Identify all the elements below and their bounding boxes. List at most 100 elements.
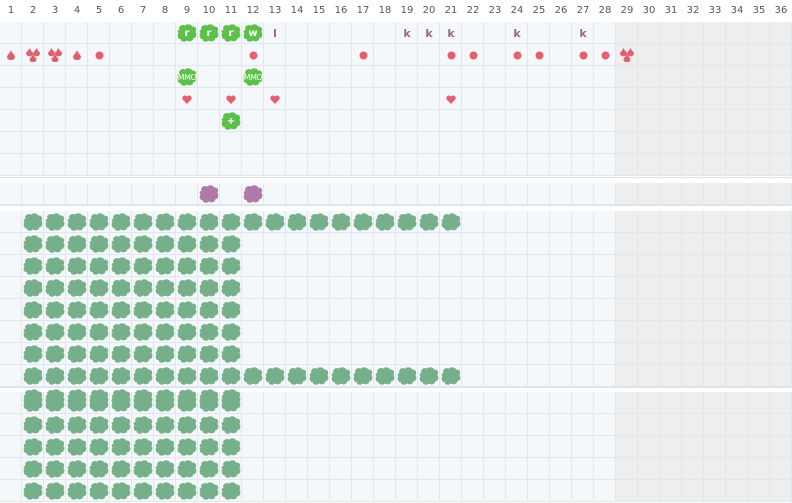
grid-cell[interactable] (308, 66, 330, 88)
grid-cell[interactable] (704, 211, 726, 233)
grid-cell[interactable] (110, 183, 132, 205)
grid-cell[interactable] (396, 88, 418, 110)
grid-cell[interactable] (462, 277, 484, 299)
grid-cell[interactable] (550, 480, 572, 502)
main-cell-blob[interactable] (331, 367, 351, 385)
grid-cell[interactable] (594, 255, 616, 277)
grid-cell[interactable] (660, 277, 682, 299)
grid-cell[interactable] (528, 211, 550, 233)
grid-cell[interactable] (682, 436, 704, 458)
main-cell-blob[interactable] (67, 323, 87, 341)
bottom-cell-blob[interactable] (45, 416, 65, 434)
grid-cell[interactable] (462, 436, 484, 458)
grid-cell[interactable] (440, 277, 462, 299)
grid-cell[interactable] (308, 110, 330, 132)
grid-cell[interactable] (660, 211, 682, 233)
grid-cell[interactable] (0, 365, 22, 387)
grid-cell[interactable] (660, 321, 682, 343)
grid-cell[interactable] (506, 233, 528, 255)
grid-cell[interactable] (638, 22, 660, 44)
green-badge-9[interactable]: r (177, 24, 197, 42)
grid-cell[interactable] (770, 44, 792, 66)
grid-cell[interactable] (352, 22, 374, 44)
main-cell-blob[interactable] (221, 279, 241, 297)
grid-cell[interactable] (594, 211, 616, 233)
grid-cell[interactable] (638, 183, 660, 205)
grid-cell[interactable] (352, 321, 374, 343)
grid-cell[interactable] (308, 480, 330, 502)
bottom-cell-blob[interactable] (155, 416, 175, 434)
grid-cell[interactable] (308, 233, 330, 255)
grid-cell[interactable] (264, 299, 286, 321)
grid-cell[interactable] (748, 110, 770, 132)
main-cell-blob[interactable] (23, 257, 43, 275)
grid-cell[interactable] (462, 299, 484, 321)
grid-cell[interactable] (594, 110, 616, 132)
grid-cell[interactable] (660, 132, 682, 154)
column-header-12[interactable]: 12 (246, 5, 260, 16)
grid-cell[interactable] (22, 154, 44, 176)
main-cell-blob[interactable] (265, 213, 285, 231)
grid-cell[interactable] (264, 22, 286, 44)
column-header-1[interactable]: 1 (7, 5, 15, 16)
grid-cell[interactable] (638, 110, 660, 132)
grid-cell[interactable] (550, 321, 572, 343)
grid-cell[interactable] (418, 132, 440, 154)
grid-cell[interactable] (462, 414, 484, 436)
grid-cell[interactable] (550, 22, 572, 44)
grid-cell[interactable] (0, 392, 22, 414)
grid-cell[interactable] (594, 233, 616, 255)
grid-cell[interactable] (154, 88, 176, 110)
grid-cell[interactable] (726, 365, 748, 387)
bottom-cell-blob[interactable] (221, 438, 241, 456)
grid-cell[interactable] (550, 414, 572, 436)
main-cell-blob[interactable] (221, 257, 241, 275)
grid-cell[interactable] (132, 154, 154, 176)
grid-cell[interactable] (594, 414, 616, 436)
grid-cell[interactable] (770, 110, 792, 132)
grid-cell[interactable] (572, 299, 594, 321)
grid-cell[interactable] (462, 66, 484, 88)
main-cell-blob[interactable] (133, 323, 153, 341)
main-cell-blob[interactable] (23, 301, 43, 319)
grid-cell[interactable] (352, 343, 374, 365)
grid-cell[interactable] (418, 480, 440, 502)
main-cell-blob[interactable] (221, 345, 241, 363)
grid-cell[interactable] (726, 154, 748, 176)
grid-cell[interactable] (528, 132, 550, 154)
grid-cell[interactable] (748, 277, 770, 299)
red-mark-2[interactable] (26, 48, 40, 62)
grid-cell[interactable] (770, 66, 792, 88)
main-cell-blob[interactable] (221, 235, 241, 253)
grid-cell[interactable] (704, 183, 726, 205)
grid-cell[interactable] (418, 436, 440, 458)
grid-cell[interactable] (550, 365, 572, 387)
grid-cell[interactable] (352, 88, 374, 110)
grid-cell[interactable] (594, 154, 616, 176)
grid-cell[interactable] (462, 132, 484, 154)
column-header-23[interactable]: 23 (488, 5, 502, 16)
grid-cell[interactable] (330, 480, 352, 502)
grid-cell[interactable] (418, 277, 440, 299)
grid-cell[interactable] (418, 66, 440, 88)
grid-cell[interactable] (462, 255, 484, 277)
grid-cell[interactable] (330, 277, 352, 299)
column-header-27[interactable]: 27 (576, 5, 590, 16)
grid-cell[interactable] (638, 44, 660, 66)
grid-cell[interactable] (286, 414, 308, 436)
grid-cell[interactable] (572, 277, 594, 299)
grid-cell[interactable] (726, 321, 748, 343)
grid-cell[interactable] (242, 436, 264, 458)
grid-cell[interactable] (154, 22, 176, 44)
grid-cell[interactable] (550, 277, 572, 299)
column-header-16[interactable]: 16 (334, 5, 348, 16)
grid-cell[interactable] (396, 154, 418, 176)
grid-cell[interactable] (594, 88, 616, 110)
grid-cell[interactable] (616, 255, 638, 277)
grid-cell[interactable] (396, 132, 418, 154)
bottom-cell-blob[interactable] (67, 438, 87, 456)
main-cell-blob[interactable] (309, 213, 329, 231)
grid-cell[interactable] (396, 277, 418, 299)
grid-cell[interactable] (110, 88, 132, 110)
main-cell-blob[interactable] (309, 367, 329, 385)
